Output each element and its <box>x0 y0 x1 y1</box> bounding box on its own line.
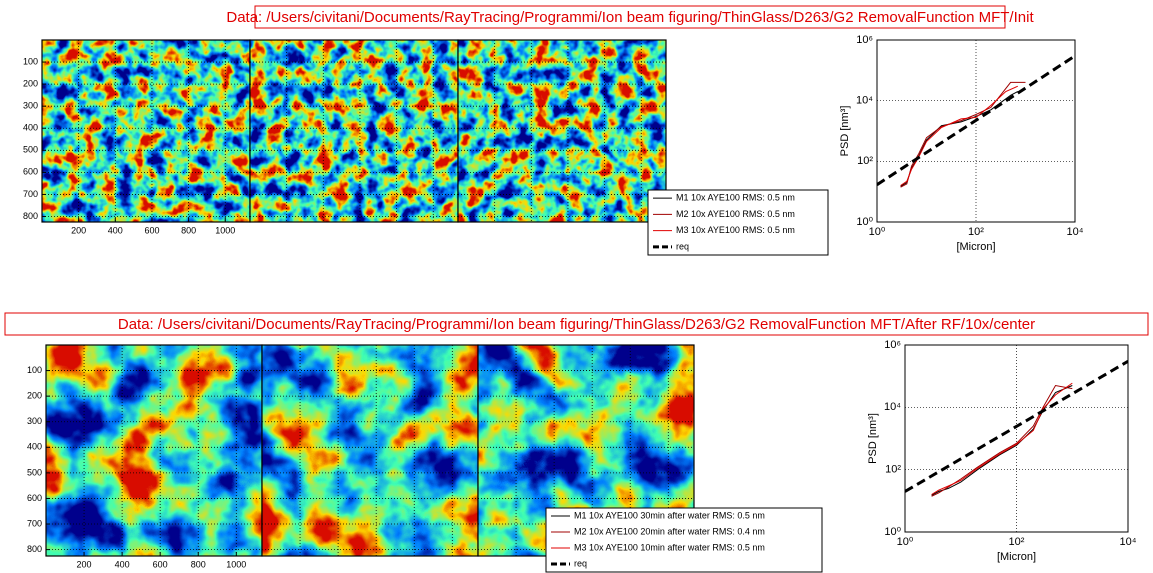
legend-label: M3 10x AYE100 RMS: 0.5 nm <box>676 225 795 235</box>
y-tick-label: 10⁴ <box>884 401 901 413</box>
y-tick-label: 400 <box>27 442 42 452</box>
y-tick-label: 700 <box>23 189 38 199</box>
y-tick-label: 10⁴ <box>856 95 873 107</box>
x-axis-label: [Micron] <box>997 551 1036 563</box>
x-tick-label: 1000 <box>215 225 235 235</box>
legend-label: M2 10x AYE100 RMS: 0.5 nm <box>676 209 795 219</box>
y-tick-label: 700 <box>27 518 42 528</box>
x-tick-label: 10⁴ <box>1120 536 1137 548</box>
legend-label: req <box>676 241 689 251</box>
y-tick-label: 800 <box>27 544 42 554</box>
y-axis-label: PSD [nm³] <box>867 413 879 464</box>
y-tick-label: 10⁶ <box>856 34 873 46</box>
y-tick-label: 10⁰ <box>884 526 901 538</box>
y-tick-label: 200 <box>23 78 38 88</box>
heatmap-tile <box>42 40 250 222</box>
y-tick-label: 300 <box>27 416 42 426</box>
heatmap-tile <box>250 40 458 222</box>
y-tick-label: 200 <box>27 391 42 401</box>
x-tick-label: 200 <box>71 225 86 235</box>
x-tick-label: 1000 <box>226 559 246 569</box>
x-tick-label: 600 <box>153 559 168 569</box>
legend-label: M1 10x AYE100 30min after water RMS: 0.5… <box>574 510 765 520</box>
y-tick-label: 600 <box>23 167 38 177</box>
x-tick-label: 200 <box>77 559 92 569</box>
x-tick-label: 400 <box>108 225 123 235</box>
y-tick-label: 100 <box>27 365 42 375</box>
y-tick-label: 500 <box>23 145 38 155</box>
x-tick-label: 10² <box>968 226 984 238</box>
legend-label: M3 10x AYE100 10min after water RMS: 0.5… <box>574 542 765 552</box>
y-axis-label: PSD [nm³] <box>839 106 851 157</box>
x-tick-label: 600 <box>144 225 159 235</box>
x-tick-label: 800 <box>181 225 196 235</box>
y-tick-label: 400 <box>23 123 38 133</box>
y-tick-label: 500 <box>27 467 42 477</box>
y-tick-label: 600 <box>27 493 42 503</box>
legend-label: M1 10x AYE100 RMS: 0.5 nm <box>676 193 795 203</box>
legend-label: req <box>574 558 587 568</box>
y-tick-label: 10² <box>885 464 901 476</box>
x-tick-label: 800 <box>191 559 206 569</box>
heatmap-tile <box>458 40 666 222</box>
x-axis-label: [Micron] <box>956 241 995 253</box>
y-tick-label: 10⁶ <box>884 339 901 351</box>
y-tick-label: 10⁰ <box>856 216 873 228</box>
title: Data: /Users/civitani/Documents/RayTraci… <box>118 316 1035 333</box>
x-tick-label: 10² <box>1009 536 1025 548</box>
legend-label: M2 10x AYE100 20min after water RMS: 0.4… <box>574 526 765 536</box>
y-tick-label: 800 <box>23 211 38 221</box>
x-tick-label: 10⁴ <box>1067 226 1084 238</box>
title: Data: /Users/civitani/Documents/RayTraci… <box>226 9 1034 26</box>
y-tick-label: 100 <box>23 56 38 66</box>
screenshot: Data: /Users/civitani/Documents/RayTraci… <box>0 0 1153 573</box>
x-tick-label: 400 <box>115 559 130 569</box>
y-tick-label: 10² <box>857 155 873 167</box>
y-tick-label: 300 <box>23 101 38 111</box>
